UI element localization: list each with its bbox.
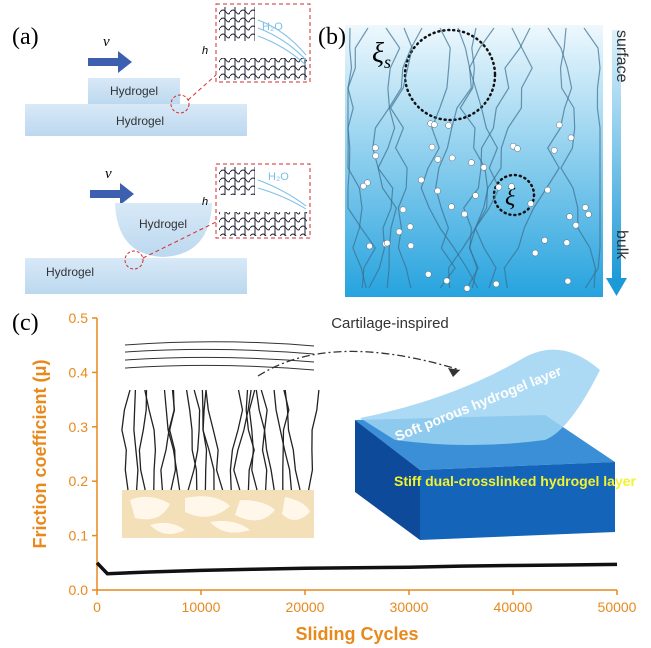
crosslink bbox=[446, 122, 452, 128]
crosslink bbox=[429, 144, 435, 150]
y-tick-label: 0.4 bbox=[69, 364, 89, 380]
crosslink bbox=[425, 271, 431, 277]
y-tick-label: 0.1 bbox=[69, 528, 89, 544]
water-label: H₂O bbox=[268, 171, 289, 183]
crosslink bbox=[384, 240, 390, 246]
bulk-label: bulk bbox=[613, 230, 630, 260]
panel-label: (a) bbox=[12, 24, 39, 50]
crosslink bbox=[373, 153, 379, 159]
panel-b: (b) ξs ξ surface bulk bbox=[318, 24, 630, 297]
crosslink bbox=[461, 211, 467, 217]
annotation: Cartilage-inspired bbox=[331, 315, 449, 332]
annotation-text: Stiff dual-crosslinked hydrogel layer bbox=[394, 473, 637, 489]
gap-label: h bbox=[202, 45, 208, 57]
hydrogel-label: Hydrogel bbox=[46, 265, 94, 279]
hydrogel-label: Hydrogel bbox=[139, 217, 187, 231]
x-tick-label: 0 bbox=[93, 599, 101, 615]
y-axis-label: Friction coefficient (μ) bbox=[30, 359, 50, 548]
panel-label: (b) bbox=[318, 24, 346, 50]
x-axis-label: Sliding Cycles bbox=[295, 624, 418, 644]
data-line bbox=[97, 563, 617, 574]
y-tick-label: 0.5 bbox=[69, 310, 89, 326]
velocity: v bbox=[103, 34, 110, 50]
x-tick-label: 50000 bbox=[598, 599, 637, 615]
crosslink bbox=[418, 177, 424, 183]
mesh bbox=[219, 212, 307, 236]
crosslink bbox=[444, 278, 450, 284]
gap-label: h bbox=[202, 196, 208, 208]
crosslink bbox=[473, 192, 479, 198]
figure: (a) v Hydrogel Hydrogel H₂O h v Hydrogel… bbox=[0, 0, 651, 648]
crosslink bbox=[545, 187, 551, 193]
crosslink bbox=[573, 222, 579, 228]
water-label: H₂O bbox=[262, 21, 283, 33]
zoom-line bbox=[188, 75, 216, 100]
panel-label: (c) bbox=[12, 310, 39, 336]
crosslink bbox=[481, 164, 487, 170]
x-tick-label: 30000 bbox=[390, 599, 429, 615]
crosslink bbox=[449, 155, 455, 161]
crosslink bbox=[565, 278, 571, 284]
annotation: Stiff dual-crosslinked hydrogel layer bbox=[394, 473, 637, 489]
crosslink bbox=[582, 204, 588, 210]
crosslink bbox=[567, 214, 573, 220]
crosslink bbox=[400, 207, 406, 213]
hydrogel-label: Hydrogel bbox=[116, 114, 164, 128]
panel-a: (a) v Hydrogel Hydrogel H₂O h v Hydrogel… bbox=[12, 4, 310, 294]
crosslink bbox=[551, 147, 557, 153]
velocity-arrow bbox=[90, 183, 134, 205]
y-tick-label: 0.2 bbox=[69, 473, 89, 489]
crosslink bbox=[496, 184, 502, 190]
crosslink bbox=[448, 204, 454, 210]
crosslink bbox=[568, 135, 574, 141]
crosslink bbox=[408, 243, 414, 249]
crosslink bbox=[372, 145, 378, 151]
mesh bbox=[219, 167, 255, 195]
crosslink bbox=[564, 240, 570, 246]
y-tick-label: 0.0 bbox=[69, 582, 89, 598]
symbol: ξ bbox=[372, 38, 384, 69]
x-tick-label: 20000 bbox=[286, 599, 325, 615]
crosslink bbox=[532, 250, 538, 256]
crosslink bbox=[360, 183, 366, 189]
mesh bbox=[219, 7, 255, 41]
crosslink bbox=[367, 243, 373, 249]
crosslink bbox=[542, 237, 548, 243]
y-tick-label: 0.3 bbox=[69, 419, 89, 435]
crosslink bbox=[435, 188, 441, 194]
crosslink bbox=[556, 122, 562, 128]
surface-label: surface bbox=[613, 30, 630, 83]
crosslink bbox=[468, 160, 474, 166]
crosslink bbox=[464, 285, 470, 291]
mesh bbox=[219, 58, 307, 80]
crosslink bbox=[407, 224, 413, 230]
crosslink bbox=[431, 122, 437, 128]
crosslink bbox=[435, 156, 441, 162]
x-tick-label: 40000 bbox=[494, 599, 533, 615]
inspire-arrowhead bbox=[448, 368, 460, 377]
velocity: v bbox=[105, 166, 112, 182]
panel-c: (c) Cartilage-inspired Soft porous hydro… bbox=[12, 310, 637, 644]
crosslink bbox=[509, 184, 515, 190]
crosslink bbox=[528, 201, 534, 207]
crosslink bbox=[585, 211, 591, 217]
crosslink bbox=[396, 229, 402, 235]
velocity-arrow bbox=[88, 51, 132, 73]
crosslink bbox=[514, 146, 520, 152]
x-tick-label: 10000 bbox=[182, 599, 221, 615]
hydrogel-label: Hydrogel bbox=[110, 84, 158, 98]
crosslink bbox=[493, 281, 499, 287]
depth-arrowhead bbox=[606, 278, 627, 296]
